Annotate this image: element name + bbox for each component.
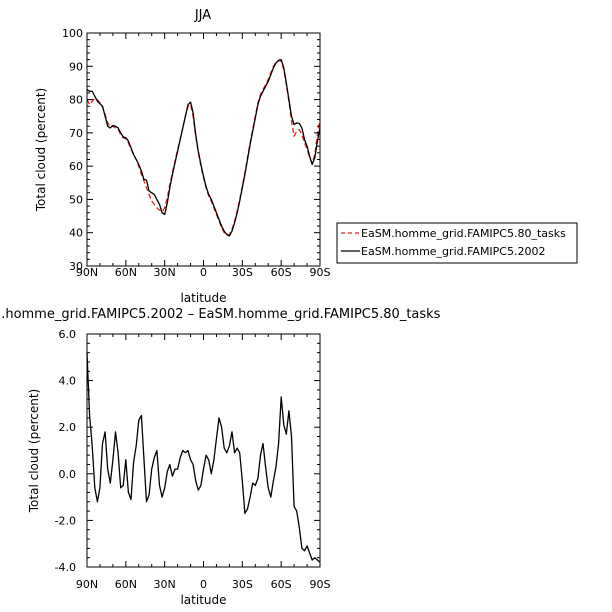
top-y-ticks: 30 40 50 60 70 80 90 100	[62, 27, 320, 273]
top-xtick-label: 90S	[310, 266, 331, 279]
top-xtick-label: 60N	[115, 266, 137, 279]
bottom-ytick-label: 0.0	[59, 468, 77, 481]
bottom-x-axis-label: latitude	[180, 593, 226, 607]
top-xtick-label: 30S	[232, 266, 253, 279]
bottom-y-axis-label: Total cloud (percent)	[27, 389, 41, 513]
bottom-ytick-label: 2.0	[59, 421, 77, 434]
top-ytick-label: 50	[69, 193, 83, 206]
top-ytick-label: 80	[69, 94, 83, 107]
bottom-panel: EaSM.homme_grid.FAMIPC5.2002 – EaSM.homm…	[0, 307, 441, 607]
bottom-xtick-label: 90N	[76, 578, 98, 591]
top-ytick-label: 60	[69, 160, 83, 173]
top-xtick-label: 0	[200, 266, 207, 279]
bottom-ytick-label: 4.0	[59, 375, 77, 388]
bottom-xtick-label: 0	[200, 578, 207, 591]
bottom-xtick-label: 30N	[154, 578, 176, 591]
bottom-ytick-label: -2.0	[55, 514, 76, 527]
top-ytick-label: 30	[69, 260, 83, 273]
bottom-series-line-1	[86, 352, 321, 563]
bottom-chart-title: EaSM.homme_grid.FAMIPC5.2002 – EaSM.homm…	[0, 307, 441, 322]
bottom-xtick-label: 90S	[310, 578, 331, 591]
bottom-ytick-label: -4.0	[55, 561, 76, 574]
legend-label-series-1: EaSM.homme_grid.FAMIPC5.80_tasks	[361, 227, 566, 240]
legend: EaSM.homme_grid.FAMIPC5.80_tasks EaSM.ho…	[336, 222, 578, 264]
top-x-ticks: 90N 60N 30N 0 30S 60S 90S	[76, 33, 331, 279]
top-xtick-label: 90N	[76, 266, 98, 279]
bottom-y-ticks: -4.0 -2.0 0.0 2.0 4.0 6.0	[55, 328, 320, 574]
top-chart-title: JJA	[194, 8, 211, 23]
top-x-axis-label: latitude	[180, 291, 226, 305]
top-ytick-label: 100	[62, 27, 83, 40]
top-series-line-2	[86, 58, 321, 237]
bottom-xtick-label: 30S	[232, 578, 253, 591]
legend-box	[336, 222, 578, 264]
bottom-x-ticks: 90N 60N 30N 0 30S 60S 90S	[76, 334, 331, 591]
legend-label-series-2: EaSM.homme_grid.FAMIPC5.2002	[361, 245, 545, 258]
top-plot-frame	[86, 32, 321, 267]
top-ytick-label: 40	[69, 227, 83, 240]
bottom-ytick-label: 6.0	[59, 328, 77, 341]
top-xtick-label: 30N	[154, 266, 176, 279]
bottom-plot-frame	[86, 333, 321, 568]
bottom-series-layer	[86, 352, 321, 563]
top-ytick-label: 90	[69, 60, 83, 73]
top-y-axis-label: Total cloud (percent)	[34, 88, 48, 212]
top-series-layer	[86, 58, 321, 237]
bottom-xtick-label: 60N	[115, 578, 137, 591]
top-ytick-label: 70	[69, 127, 83, 140]
bottom-xtick-label: 60S	[271, 578, 292, 591]
top-xtick-label: 60S	[271, 266, 292, 279]
top-series-line-1	[86, 59, 321, 237]
